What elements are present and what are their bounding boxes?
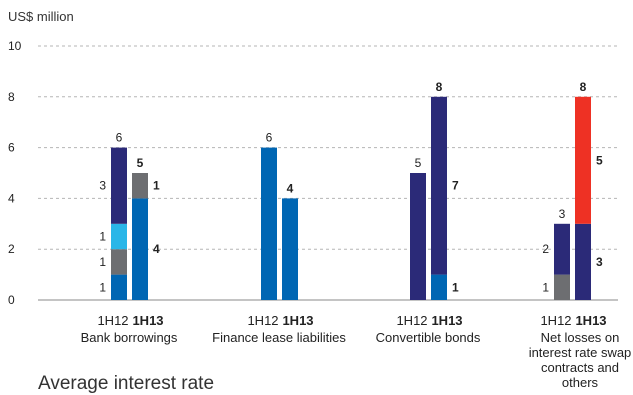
y-axis-ticks: 0 2 4 6 8 10 (8, 39, 22, 307)
period-label: 1H12 (540, 313, 571, 328)
bars (111, 96, 591, 300)
bar-segment (554, 274, 570, 300)
bar-segment (111, 249, 127, 275)
period-label: 1H12 (97, 313, 128, 328)
bar-total-label: 5 (137, 156, 144, 170)
bar-segment (111, 223, 127, 250)
bar-segment (132, 198, 148, 300)
y-tick-label: 6 (8, 141, 15, 155)
bar-segment (111, 274, 127, 300)
period-label: 1H12 (396, 313, 427, 328)
segment-label: 5 (596, 153, 603, 167)
segment-label: 1 (99, 230, 106, 244)
category-label: Finance lease liabilities (212, 330, 346, 345)
segment-label: 2 (542, 242, 549, 256)
category-label: interest rate swap (529, 345, 632, 360)
bar-total-label: 6 (266, 131, 273, 145)
category-label: others (562, 375, 599, 390)
segment-label: 1 (153, 179, 160, 193)
y-tick-label: 4 (8, 191, 15, 205)
y-tick-label: 2 (8, 242, 15, 256)
section-heading: Average interest rate (38, 373, 215, 394)
segment-label: 3 (596, 255, 603, 269)
category-label: contracts and (541, 360, 619, 375)
period-label: 1H13 (282, 313, 313, 328)
bar-segment (431, 96, 447, 275)
category-label: Convertible bonds (376, 330, 481, 345)
category-label: Net losses on (541, 330, 620, 345)
y-tick-label: 8 (8, 90, 15, 104)
bar-segment (554, 223, 570, 275)
bar-total-label: 8 (436, 80, 443, 94)
x-axis-labels: 1H12 1H13 Bank borrowings 1H12 1H13 Finance l… (81, 313, 632, 390)
bar-segment (431, 274, 447, 300)
category-label: Bank borrowings (81, 330, 178, 345)
segment-label: 1 (452, 280, 459, 294)
segment-label: 7 (452, 179, 459, 193)
gridlines (38, 45, 618, 301)
period-label: 1H13 (575, 313, 606, 328)
segment-label: 1 (99, 280, 106, 294)
bar-total-label: 4 (287, 181, 294, 195)
period-label: 1H13 (132, 313, 163, 328)
segment-label: 1 (99, 255, 106, 269)
bar-total-label: 5 (415, 156, 422, 170)
segment-label: 4 (153, 242, 160, 256)
y-tick-label: 0 (8, 293, 15, 307)
bar-segment (261, 147, 277, 300)
bar-total-label: 6 (116, 131, 123, 145)
bar-segment (575, 223, 591, 300)
y-axis-title: US$ million (8, 9, 74, 24)
bar-segment (575, 96, 591, 224)
bar-segment (282, 198, 298, 300)
bar-segment (410, 173, 426, 300)
bar-segment (132, 173, 148, 199)
y-tick-label: 10 (8, 39, 22, 53)
bar-total-label: 3 (559, 207, 566, 221)
bar-total-label: 8 (580, 80, 587, 94)
period-label: 1H12 (247, 313, 278, 328)
bar-segment (111, 147, 127, 224)
period-label: 1H13 (431, 313, 462, 328)
segment-label: 1 (542, 280, 549, 294)
segment-label: 3 (99, 179, 106, 193)
